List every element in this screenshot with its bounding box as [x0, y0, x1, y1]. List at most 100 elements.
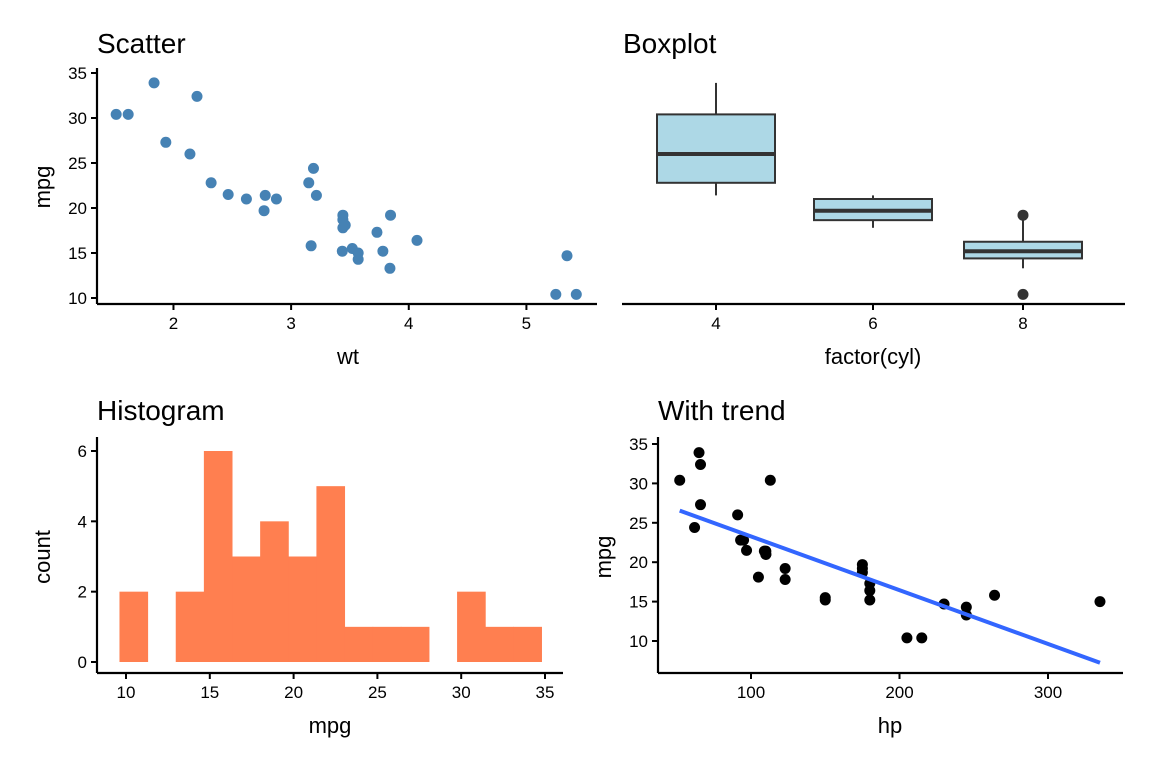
outlier-point	[1017, 209, 1029, 221]
x-tick-label: 5	[522, 314, 531, 333]
scatter-point	[160, 136, 172, 148]
scatter-point	[307, 162, 319, 174]
panel-boxplot: Boxplot 4 6 8 factor(cyl)	[622, 28, 1125, 369]
box-4	[656, 82, 776, 196]
histogram-bar	[344, 626, 374, 662]
y-tick-label: 35	[68, 64, 87, 83]
x-tick-label: 35	[536, 683, 555, 702]
histogram-bar	[203, 451, 233, 662]
x-tick-label: 10	[117, 683, 136, 702]
scatter-point	[305, 240, 317, 252]
y-tick-label: 30	[68, 109, 87, 128]
histogram-bar	[485, 626, 514, 662]
scatter-point	[240, 193, 252, 205]
trend-point	[674, 474, 686, 486]
x-tick-label: 300	[1034, 683, 1062, 702]
y-tick-label: 10	[629, 632, 648, 651]
trend-point	[864, 594, 876, 606]
trend-axes: 100 200 300 10 15 20 25 30 35	[629, 435, 1123, 702]
scatter-x-axis-title: wt	[336, 344, 359, 369]
histogram-title: Histogram	[97, 395, 225, 426]
x-tick-label: 3	[286, 314, 295, 333]
x-tick-label: 100	[737, 683, 765, 702]
trend-point	[752, 571, 764, 583]
histogram-bars	[119, 451, 542, 662]
trend-point	[819, 594, 831, 606]
x-tick-label: 30	[452, 683, 471, 702]
outlier-point	[1017, 288, 1029, 300]
histogram-bar	[316, 486, 346, 662]
trend-point	[738, 534, 750, 546]
panel-histogram: Histogram 10 15 20 25 30 35 0 2 4 6 mpg count	[30, 395, 563, 738]
boxplot-title: Boxplot	[623, 28, 717, 59]
trend-x-axis-title: hp	[878, 713, 902, 738]
x-tick-label: 25	[368, 683, 387, 702]
scatter-point	[270, 193, 282, 205]
trend-point	[960, 601, 972, 613]
scatter-title: Scatter	[97, 28, 186, 59]
x-tick-label: 15	[200, 683, 219, 702]
histogram-bar	[400, 626, 430, 662]
histogram-bar	[288, 556, 317, 662]
y-tick-label: 0	[78, 653, 87, 672]
scatter-point	[110, 108, 122, 120]
scatter-point	[148, 77, 160, 89]
y-tick-label: 10	[68, 289, 87, 308]
scatter-point	[377, 245, 389, 257]
scatter-y-axis-title: mpg	[30, 166, 55, 209]
y-tick-label: 20	[68, 199, 87, 218]
trend-point	[1094, 596, 1106, 608]
scatter-point	[352, 247, 364, 259]
scatter-axes: 2 3 4 5 10 15 20 25 30 35	[68, 64, 597, 333]
scatter-point	[259, 189, 271, 201]
histogram-bar	[372, 626, 402, 662]
histogram-bar	[119, 591, 149, 662]
panel-with-trend: With trend 100 200 300 10 15 20 25 30 35 hp mpg	[591, 395, 1123, 738]
scatter-point	[384, 262, 396, 274]
trend-point	[856, 559, 868, 571]
trend-point	[989, 589, 1001, 601]
trend-title: With trend	[658, 395, 786, 426]
scatter-point	[222, 189, 234, 200]
trend-point	[741, 544, 753, 556]
trend-point	[695, 499, 707, 511]
scatter-point	[310, 189, 322, 201]
y-tick-label: 35	[629, 435, 648, 454]
boxplot-x-axis-title: factor(cyl)	[825, 344, 922, 369]
histogram-bar	[457, 591, 486, 662]
x-tick-label: 4	[404, 314, 413, 333]
trend-points	[674, 447, 1106, 665]
scatter-points	[110, 77, 582, 300]
histogram-bar	[175, 591, 205, 662]
box-8	[963, 209, 1083, 300]
scatter-point	[411, 234, 423, 246]
trend-point	[689, 522, 701, 534]
x-tick-label: 2	[169, 314, 178, 333]
scatter-point	[385, 209, 397, 221]
scatter-point	[550, 288, 562, 300]
scatter-point	[184, 148, 196, 160]
scatter-point	[303, 177, 315, 189]
scatter-point	[336, 245, 348, 257]
trend-point	[695, 458, 707, 470]
trend-point	[901, 632, 913, 644]
boxplot-axes: 4 6 8	[622, 302, 1125, 333]
trend-point	[764, 474, 776, 486]
trend-point	[916, 632, 928, 644]
y-tick-label: 15	[68, 244, 87, 263]
y-tick-label: 4	[78, 512, 87, 531]
x-tick-label: 200	[885, 683, 913, 702]
histogram-axes: 10 15 20 25 30 35 0 2 4 6	[78, 437, 563, 702]
y-tick-label: 6	[78, 442, 87, 461]
scatter-point	[122, 108, 134, 120]
y-tick-label: 25	[629, 514, 648, 533]
trend-y-axis-title: mpg	[591, 536, 616, 579]
box-6	[813, 195, 933, 228]
y-tick-label: 15	[629, 593, 648, 612]
scatter-point	[337, 209, 349, 221]
x-tick-label: 8	[1018, 314, 1027, 333]
trend-point	[779, 563, 791, 575]
y-tick-label: 2	[78, 583, 87, 602]
trend-line	[679, 508, 1101, 665]
scatter-point	[561, 250, 573, 262]
